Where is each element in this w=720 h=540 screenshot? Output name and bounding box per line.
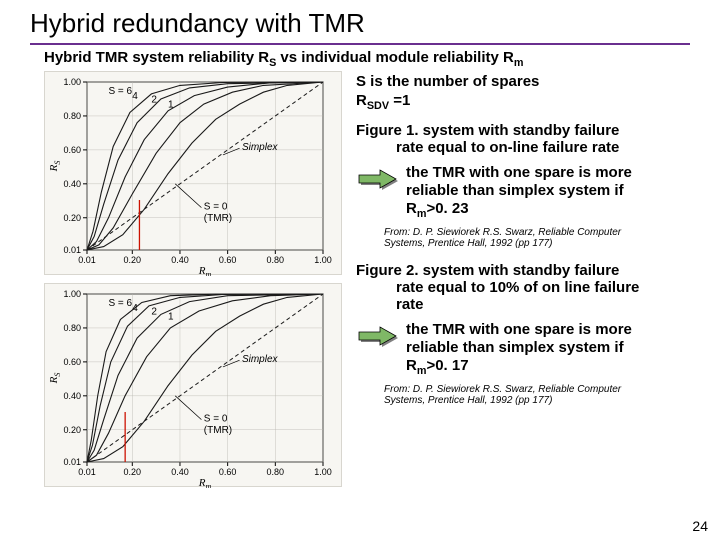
fig2-co-c: Rm>0. 17 [406, 357, 632, 378]
svg-text:0.01: 0.01 [78, 467, 96, 477]
svg-text:0.20: 0.20 [124, 467, 142, 477]
svg-text:Rm: Rm [198, 477, 212, 488]
figure-1-citation: From: D. P. Siewiorek R.S. Swarz, Reliab… [356, 223, 702, 258]
svg-text:0.40: 0.40 [171, 255, 189, 265]
svg-text:1.00: 1.00 [63, 77, 81, 87]
svg-text:RS: RS [48, 161, 62, 173]
rsdv-sub: SDV [367, 100, 389, 112]
svg-text:1.00: 1.00 [314, 255, 332, 265]
svg-text:0.20: 0.20 [63, 213, 81, 223]
svg-text:RS: RS [48, 373, 62, 385]
svg-text:4: 4 [132, 303, 138, 314]
fig1-co-a: the TMR with one spare is more [406, 164, 632, 182]
fig1-co-c-val: >0. 23 [426, 200, 468, 217]
svg-text:Simplex: Simplex [242, 142, 279, 153]
svg-text:0.80: 0.80 [63, 323, 81, 333]
figure-2-chart: 0.01 0.20 0.40 0.60 0.80 1.00 0.01 0.20 0.40 0.60… [44, 283, 342, 487]
svg-text:S = 6: S = 6 [108, 298, 132, 309]
fig2-co-c-sub: m [417, 365, 427, 377]
svg-text:0.80: 0.80 [267, 255, 285, 265]
figure-1-caption: Figure 1. system with standby failure ra… [356, 122, 702, 156]
svg-text:0.80: 0.80 [267, 467, 285, 477]
svg-text:0.20: 0.20 [124, 255, 142, 265]
fig1-co-b: reliable than simplex system if [406, 182, 632, 200]
figure-2-citation: From: D. P. Siewiorek R.S. Swarz, Reliab… [356, 380, 702, 415]
svg-text:0.40: 0.40 [63, 179, 81, 189]
fig2-cap-l3: rate [362, 296, 702, 313]
svg-text:1.00: 1.00 [63, 289, 81, 299]
cite1-l1: From: D. P. Siewiorek R.S. Swarz, Reliab… [384, 227, 702, 239]
svg-text:0.01: 0.01 [63, 457, 81, 467]
subtitle-text-b: vs individual module reliability R [276, 49, 514, 66]
fig1-co-c-sub: m [417, 208, 427, 220]
svg-text:0.80: 0.80 [63, 111, 81, 121]
svg-text:2: 2 [151, 306, 157, 317]
fig2-cap-l1: Figure 2. system with standby failure [356, 262, 619, 279]
svg-text:4: 4 [132, 91, 138, 102]
figure-2-callout: the TMR with one spare is more reliable … [356, 321, 702, 378]
slide-number: 24 [692, 518, 708, 534]
svg-text:1: 1 [168, 311, 174, 322]
fig1-co-c: Rm>0. 23 [406, 200, 632, 221]
svg-text:S = 0: S = 0 [204, 201, 228, 212]
cite2-l2: Systems, Prentice Hall, 1992 (pp 177) [384, 395, 702, 407]
fig2-co-a: the TMR with one spare is more [406, 321, 632, 339]
svg-text:Simplex: Simplex [242, 354, 279, 365]
svg-text:0.60: 0.60 [219, 255, 237, 265]
svg-text:0.60: 0.60 [63, 145, 81, 155]
svg-text:0.40: 0.40 [171, 467, 189, 477]
svg-text:S = 6: S = 6 [108, 86, 132, 97]
svg-text:(TMR): (TMR) [204, 213, 232, 224]
svg-text:0.60: 0.60 [219, 467, 237, 477]
fig2-co-c-r: R [406, 357, 417, 374]
fig2-co-b: reliable than simplex system if [406, 339, 632, 357]
figure-1-chart: 0.01 0.20 0.40 0.60 0.80 1.00 0.01 0.20 0.40 0.60… [44, 71, 342, 275]
title-underline [30, 43, 690, 45]
svg-text:Rm: Rm [198, 265, 212, 276]
rsdv-val: =1 [389, 92, 410, 109]
rsdv-r: R [356, 92, 367, 109]
svg-text:1: 1 [168, 99, 174, 110]
cite2-l1: From: D. P. Siewiorek R.S. Swarz, Reliab… [384, 384, 702, 396]
svg-text:0.20: 0.20 [63, 425, 81, 435]
svg-text:0.40: 0.40 [63, 391, 81, 401]
text-column: S is the number of spares RSDV =1 Figure… [344, 71, 720, 495]
cite1-l2: Systems, Prentice Hall, 1992 (pp 177) [384, 238, 702, 250]
arrow-icon [356, 168, 398, 195]
spares-note: S is the number of spares [356, 73, 702, 90]
figure-2-caption: Figure 2. system with standby failure ra… [356, 262, 702, 313]
fig1-co-c-r: R [406, 200, 417, 217]
svg-text:1.00: 1.00 [314, 467, 332, 477]
arrow-icon [356, 325, 398, 352]
svg-text:0.60: 0.60 [63, 357, 81, 367]
fig1-cap-l2: rate equal to on-line failure rate [362, 139, 702, 156]
charts-column: 0.01 0.20 0.40 0.60 0.80 1.00 0.01 0.20 0.40 0.60… [44, 71, 344, 495]
fig2-cap-l2: rate equal to 10% of on line failure [362, 279, 702, 296]
fig1-cap-l1: Figure 1. system with standby failure [356, 122, 619, 139]
slide-title: Hybrid redundancy with TMR [0, 0, 720, 43]
svg-text:0.01: 0.01 [63, 245, 81, 255]
svg-text:2: 2 [151, 94, 157, 105]
subtitle-sub-m: m [514, 57, 524, 69]
subtitle-text-a: Hybrid TMR system reliability R [44, 49, 269, 66]
svg-text:(TMR): (TMR) [204, 425, 232, 436]
svg-text:S = 0: S = 0 [204, 413, 228, 424]
rsdv-note: RSDV =1 [356, 92, 702, 112]
fig2-co-c-val: >0. 17 [426, 357, 468, 374]
svg-text:0.01: 0.01 [78, 255, 96, 265]
figure-1-callout: the TMR with one spare is more reliable … [356, 164, 702, 221]
subtitle: Hybrid TMR system reliability RS vs indi… [0, 49, 720, 71]
